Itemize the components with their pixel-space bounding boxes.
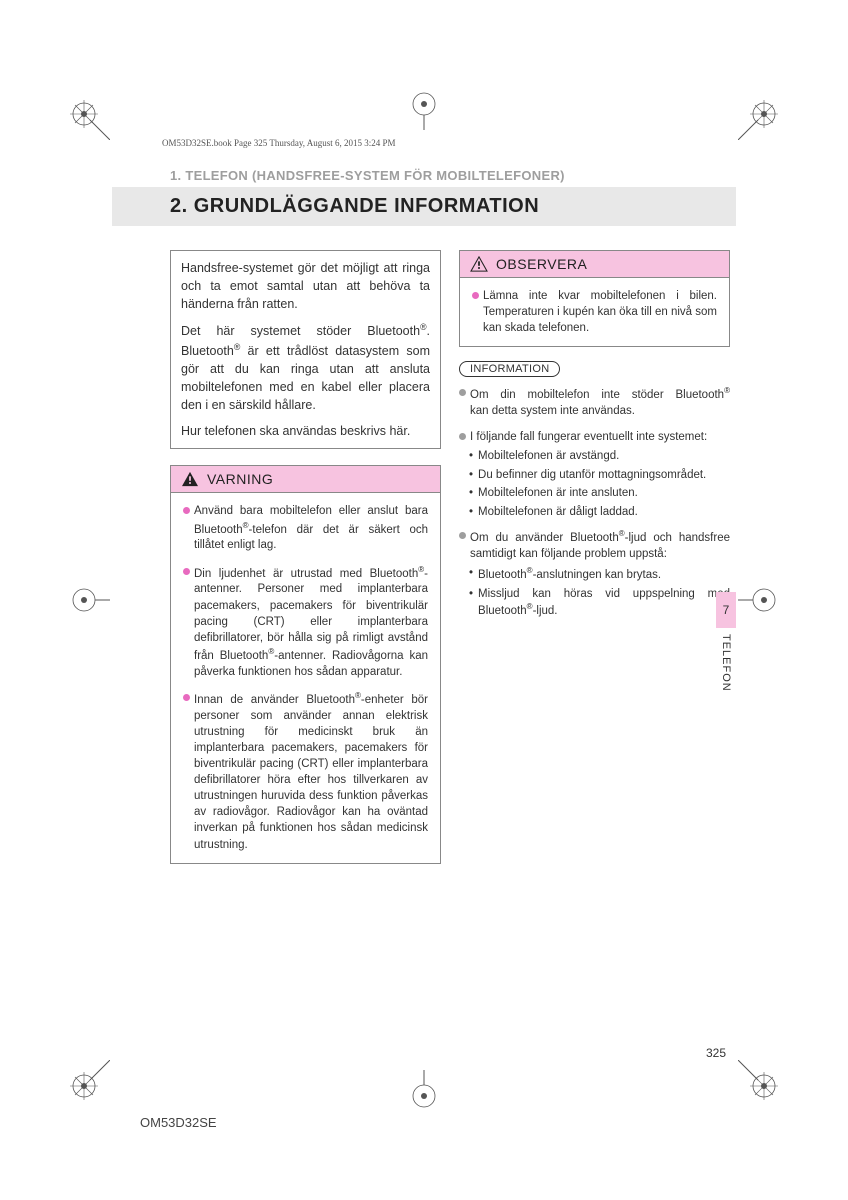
warning-item: Din ljudenhet är utrustad med Bluetooth®… bbox=[183, 564, 428, 680]
bullet-icon bbox=[472, 292, 479, 299]
section-header: 1. TELEFON (HANDSFREE-SYSTEM FÖR MOBILTE… bbox=[112, 168, 736, 226]
chapter-tab: 7 bbox=[716, 592, 736, 628]
intro-paragraph: Handsfree-systemet gör det möjligt att r… bbox=[181, 259, 430, 313]
section-pretitle: 1. TELEFON (HANDSFREE-SYSTEM FÖR MOBILTE… bbox=[112, 168, 736, 183]
page-title: 2. GRUNDLÄGGANDE INFORMATION bbox=[112, 187, 736, 226]
intro-box: Handsfree-systemet gör det möjligt att r… bbox=[170, 250, 441, 449]
crop-mark-icon bbox=[404, 1070, 444, 1110]
bullet-icon bbox=[459, 532, 466, 539]
observe-body: Lämna inte kvar mobiltelefonen i bilen. … bbox=[460, 278, 729, 346]
intro-paragraph: Hur telefonen ska användas beskrivs här. bbox=[181, 422, 430, 440]
warning-label: VARNING bbox=[207, 471, 273, 487]
info-sub-item: •Mobiltelefonen är inte ansluten. bbox=[469, 486, 730, 502]
bullet-icon bbox=[183, 694, 190, 701]
right-column: OBSERVERA Lämna inte kvar mobiltelefonen… bbox=[459, 250, 730, 878]
warning-box: VARNING Använd bara mobiltelefon eller a… bbox=[170, 465, 441, 863]
observe-header: OBSERVERA bbox=[460, 251, 729, 278]
info-sub-item: •Du befinner dig utanför mottagningsområ… bbox=[469, 468, 730, 484]
info-sub-item: •Missljud kan höras vid uppspelning med … bbox=[469, 587, 730, 620]
info-item: Om du använder Bluetooth®-ljud och hands… bbox=[459, 528, 730, 562]
info-item: I följande fall fungerar eventuellt inte… bbox=[459, 429, 730, 445]
warning-body: Använd bara mobiltelefon eller anslut ba… bbox=[171, 493, 440, 862]
caution-triangle-icon bbox=[470, 256, 488, 272]
crop-mark-icon bbox=[70, 580, 110, 620]
footer-code: OM53D32SE bbox=[140, 1115, 217, 1130]
crop-mark-icon bbox=[70, 1060, 110, 1100]
bullet-icon bbox=[183, 568, 190, 575]
crop-mark-icon bbox=[738, 580, 778, 620]
chapter-number: 7 bbox=[723, 603, 730, 617]
warning-triangle-icon bbox=[181, 471, 199, 487]
observe-item: Lämna inte kvar mobiltelefonen i bilen. … bbox=[472, 288, 717, 336]
content-columns: Handsfree-systemet gör det möjligt att r… bbox=[170, 250, 730, 878]
document-meta: OM53D32SE.book Page 325 Thursday, August… bbox=[162, 138, 396, 148]
left-column: Handsfree-systemet gör det möjligt att r… bbox=[170, 250, 441, 878]
bullet-icon bbox=[459, 433, 466, 440]
information-section: INFORMATION Om din mobiltelefon inte stö… bbox=[459, 361, 730, 619]
warning-item: Innan de använder Bluetooth®-enheter bör… bbox=[183, 690, 428, 853]
warning-item: Använd bara mobiltelefon eller anslut ba… bbox=[183, 503, 428, 553]
crop-mark-icon bbox=[738, 1060, 778, 1100]
info-sub-item: •Mobiltelefonen är avstängd. bbox=[469, 449, 730, 465]
intro-paragraph: Det här systemet stöder Bluetooth®. Blue… bbox=[181, 321, 430, 414]
bullet-icon bbox=[183, 507, 190, 514]
observe-box: OBSERVERA Lämna inte kvar mobiltelefonen… bbox=[459, 250, 730, 347]
info-sub-item: •Mobiltelefonen är dåligt laddad. bbox=[469, 505, 730, 521]
page-number: 325 bbox=[706, 1046, 726, 1060]
info-sub-item: •Bluetooth®-anslutningen kan brytas. bbox=[469, 566, 730, 583]
observe-label: OBSERVERA bbox=[496, 256, 587, 272]
bullet-icon bbox=[459, 389, 466, 396]
warning-header: VARNING bbox=[171, 466, 440, 493]
information-label: INFORMATION bbox=[459, 361, 560, 377]
crop-mark-icon bbox=[70, 100, 110, 140]
crop-mark-icon bbox=[404, 90, 444, 130]
info-item: Om din mobiltelefon inte stöder Bluetoot… bbox=[459, 385, 730, 419]
information-body: Om din mobiltelefon inte stöder Bluetoot… bbox=[459, 385, 730, 619]
crop-mark-icon bbox=[738, 100, 778, 140]
chapter-label: TELEFON bbox=[720, 634, 732, 692]
